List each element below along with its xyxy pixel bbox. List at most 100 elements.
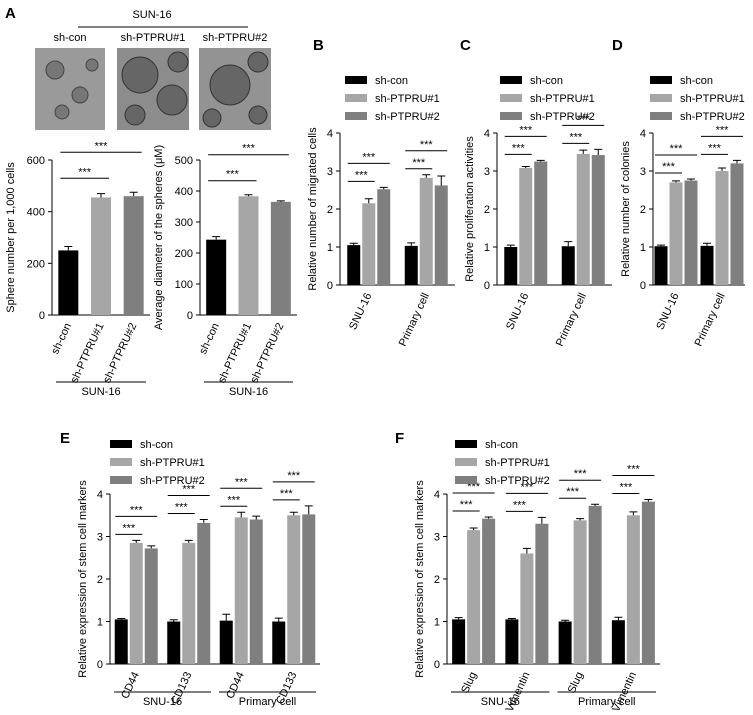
y-tick-label: 4 bbox=[640, 128, 646, 140]
error-bar bbox=[222, 613, 231, 621]
bar bbox=[684, 180, 698, 285]
sig-label: *** bbox=[520, 481, 534, 493]
error-bar bbox=[289, 511, 298, 516]
error-bar bbox=[521, 165, 530, 168]
sig-label: *** bbox=[287, 470, 301, 482]
bar bbox=[270, 201, 291, 315]
x-tick-label: Primary cell bbox=[397, 291, 432, 348]
error-bar bbox=[64, 246, 73, 251]
y-axis-label: Relative expression of stem cell markers bbox=[77, 480, 89, 678]
error-bar bbox=[304, 505, 313, 515]
error-bar bbox=[437, 175, 446, 186]
error-bar bbox=[629, 511, 638, 516]
image-label: sh-PTPRU#2 bbox=[203, 32, 268, 44]
error-bar bbox=[349, 242, 358, 246]
legend-label: sh-con bbox=[530, 75, 563, 87]
x-tick-label: SNU-16 bbox=[654, 291, 681, 332]
y-tick-label: 1 bbox=[484, 242, 490, 254]
panel-letter: B bbox=[313, 37, 324, 54]
legend-label: sh-PTPRU#1 bbox=[485, 457, 550, 469]
group-label: Primary cell bbox=[578, 696, 635, 708]
error-bar bbox=[97, 193, 105, 198]
bar bbox=[669, 182, 683, 285]
bar bbox=[362, 203, 376, 285]
error-bar bbox=[407, 242, 416, 246]
bar bbox=[573, 520, 587, 664]
y-tick-label: 0 bbox=[327, 280, 333, 292]
error-bar bbox=[237, 511, 246, 518]
bar bbox=[700, 245, 714, 285]
error-bar bbox=[579, 149, 588, 154]
y-tick-label: 3 bbox=[97, 532, 103, 544]
error-bar bbox=[718, 167, 726, 171]
legend-swatch bbox=[455, 440, 477, 448]
error-bar bbox=[537, 516, 546, 524]
y-axis-label: Relative proliferation activities bbox=[464, 136, 476, 282]
y-tick-label: 2 bbox=[327, 204, 333, 216]
error-bar bbox=[506, 244, 515, 247]
bar bbox=[591, 155, 605, 285]
y-tick-label: 4 bbox=[327, 128, 333, 140]
legend-swatch bbox=[650, 112, 672, 120]
y-tick-label: 0 bbox=[97, 659, 103, 671]
y-tick-label: 500 bbox=[175, 155, 193, 167]
bar bbox=[434, 185, 448, 285]
sig-label: *** bbox=[566, 486, 580, 498]
bar bbox=[114, 619, 128, 664]
y-tick-label: 4 bbox=[97, 489, 103, 501]
bar bbox=[419, 177, 433, 285]
error-bar bbox=[184, 539, 193, 543]
bar bbox=[129, 542, 143, 664]
error-bar bbox=[212, 236, 221, 240]
sig-label: *** bbox=[280, 488, 294, 500]
error-bar bbox=[422, 174, 431, 178]
legend-swatch bbox=[110, 458, 132, 466]
error-bar bbox=[364, 198, 373, 204]
image-label: sh-con bbox=[53, 32, 86, 44]
error-bar bbox=[276, 200, 285, 202]
sig-label: *** bbox=[574, 468, 588, 480]
x-tick-label: sh-PTPRU#1 bbox=[216, 321, 254, 385]
bar bbox=[519, 167, 533, 285]
x-tick-label: Slug bbox=[566, 670, 586, 695]
x-tick-label: sh-PTPRU#2 bbox=[248, 321, 286, 385]
bar bbox=[452, 619, 466, 664]
y-tick-label: 3 bbox=[640, 166, 646, 178]
legend-swatch bbox=[500, 76, 522, 84]
error-bar bbox=[454, 617, 463, 620]
panel-letter: D bbox=[612, 37, 623, 54]
bar bbox=[144, 548, 158, 664]
bar bbox=[482, 518, 496, 664]
y-tick-label: 1 bbox=[434, 617, 440, 629]
group-label: Primary cell bbox=[239, 696, 296, 708]
x-tick-label: sh-PTPRU#2 bbox=[101, 321, 139, 385]
group-label: SNU-16 bbox=[481, 696, 520, 708]
panel-letter: E bbox=[60, 430, 70, 447]
sig-label: *** bbox=[577, 113, 591, 125]
legend-swatch bbox=[110, 476, 132, 484]
legend-swatch bbox=[500, 94, 522, 102]
bar bbox=[588, 505, 602, 664]
sig-label: *** bbox=[242, 143, 256, 155]
bar bbox=[534, 161, 548, 285]
y-tick-label: 400 bbox=[27, 207, 45, 219]
sig-label: *** bbox=[519, 124, 533, 136]
legend-label: sh-PTPRU#1 bbox=[530, 93, 595, 105]
sig-label: *** bbox=[412, 157, 426, 169]
bar bbox=[641, 501, 655, 664]
sig-label: *** bbox=[670, 143, 684, 155]
sig-label: *** bbox=[420, 139, 434, 151]
y-tick-label: 1 bbox=[327, 242, 333, 254]
y-tick-label: 1 bbox=[640, 242, 646, 254]
bar bbox=[347, 245, 361, 285]
legend-label: sh-PTPRU#1 bbox=[680, 93, 745, 105]
error-bar bbox=[169, 619, 178, 622]
bar bbox=[561, 246, 575, 285]
bar bbox=[287, 515, 301, 664]
y-tick-label: 600 bbox=[27, 155, 45, 167]
bar bbox=[206, 239, 227, 315]
bar bbox=[520, 553, 534, 664]
y-tick-label: 200 bbox=[175, 248, 193, 260]
bar bbox=[197, 522, 211, 664]
